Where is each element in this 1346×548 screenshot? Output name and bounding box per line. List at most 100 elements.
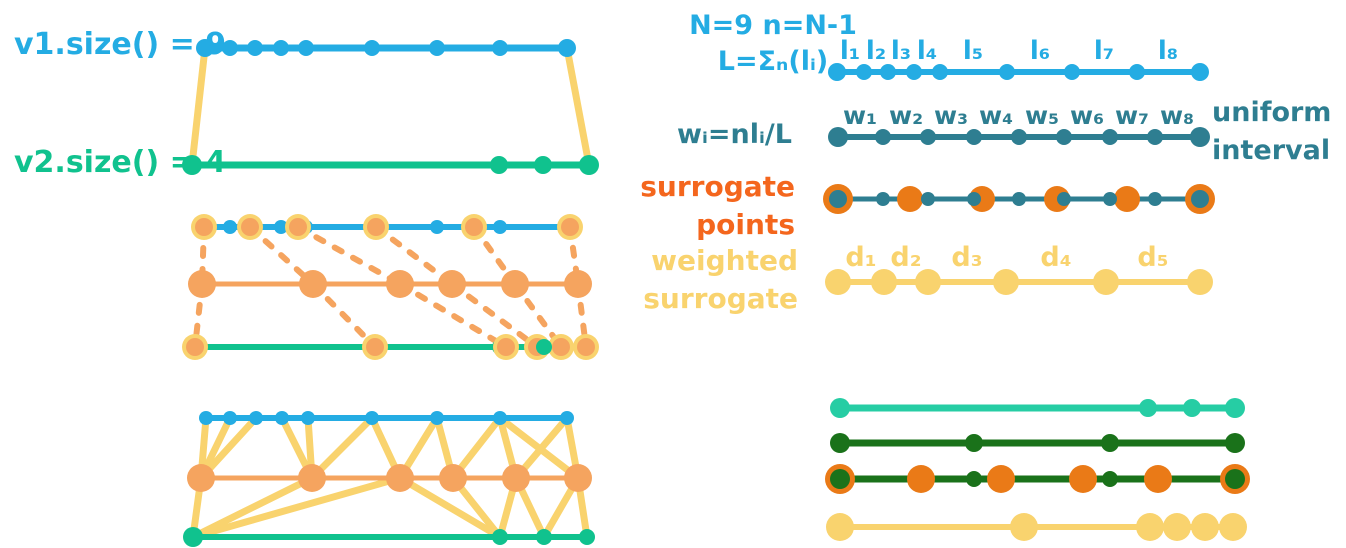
diagram-dot	[1187, 269, 1213, 295]
surrogate-points-label-line2: points	[696, 208, 795, 241]
diagram-dot	[1183, 399, 1201, 417]
diagram-dot	[298, 40, 314, 56]
diagram-dot	[536, 339, 552, 355]
diagram-dot	[561, 218, 579, 236]
weight-label: w₃	[934, 101, 968, 130]
diagram-dot	[1101, 434, 1119, 452]
diagram-dot	[273, 40, 289, 56]
diagram-dot	[564, 270, 592, 298]
diagram-dot	[301, 411, 315, 425]
interval-label: l₃	[891, 36, 911, 66]
diagram-dot	[965, 434, 983, 452]
diagram-dot	[195, 218, 213, 236]
diagram-dot	[223, 411, 237, 425]
diagram-dot	[579, 529, 595, 545]
diagram-dot	[199, 411, 213, 425]
weighted-surrogate-label-line2: surrogate	[643, 282, 798, 315]
diagram-dot	[430, 220, 444, 234]
diagram-dot	[1102, 471, 1118, 487]
interval-label: l₁	[840, 36, 860, 66]
interval-label: l₇	[1094, 36, 1114, 66]
diagram-dot	[501, 270, 529, 298]
diagram-dot	[493, 411, 507, 425]
diagram-dot	[439, 464, 467, 492]
diagram-dot	[987, 465, 1015, 493]
diagram-dot	[492, 529, 508, 545]
diagram-dot	[1093, 269, 1119, 295]
v2-size-label: v2.size() = 4	[14, 145, 227, 180]
diagram-dot	[920, 129, 936, 145]
weight-label: w₁	[843, 101, 877, 130]
diagram-dot	[1057, 192, 1071, 206]
diagram-dot	[579, 155, 599, 175]
diagram-dot	[493, 220, 507, 234]
weight-label: w₇	[1115, 101, 1149, 130]
diagram-dot	[386, 270, 414, 298]
diagram-dot	[196, 39, 214, 57]
diagram-dot	[490, 156, 508, 174]
distance-label: d₅	[1137, 242, 1168, 273]
interval-label: l₈	[1158, 36, 1178, 66]
diagram-dot	[828, 127, 848, 147]
diagram-dot	[1190, 127, 1210, 147]
diagram-line	[396, 474, 504, 541]
diagram-dot	[932, 64, 948, 80]
weight-label: w₈	[1160, 101, 1194, 130]
diagram-dot	[497, 338, 515, 356]
distance-label: d₂	[890, 242, 921, 273]
diagram-dot	[560, 411, 574, 425]
diagram-dot	[289, 218, 307, 236]
diagram-line	[308, 414, 376, 482]
diagram-dot	[223, 220, 237, 234]
diagram-dot	[183, 527, 203, 547]
uniform-label-line2: interval	[1212, 135, 1331, 166]
diagram-dot	[1136, 513, 1164, 541]
diagram-line	[189, 474, 404, 541]
weighted-surrogate-label-line1: weighted	[651, 244, 798, 277]
correspondence-dashed-line	[512, 281, 564, 350]
diagram-dot	[430, 411, 444, 425]
diagram-dot	[1191, 190, 1209, 208]
diagram-dot	[906, 64, 922, 80]
diagram-dot	[1010, 513, 1038, 541]
diagram-dot	[1148, 192, 1162, 206]
correspondence-dashed-line	[373, 224, 455, 287]
diagram-dot	[829, 190, 847, 208]
diagram-dot	[564, 464, 592, 492]
diagram-dot	[856, 64, 872, 80]
diagram-dot	[875, 129, 891, 145]
correspondence-dashed-line	[449, 281, 540, 350]
diagram-dot	[1103, 192, 1117, 206]
diagram-dot	[247, 40, 263, 56]
diagram-dot	[438, 270, 466, 298]
diagram-dot	[897, 186, 923, 212]
weight-label: w₅	[1025, 101, 1059, 130]
diagram-line	[188, 44, 209, 169]
diagram-dot	[1012, 192, 1026, 206]
diagram-dot	[871, 269, 897, 295]
diagram-dot	[1147, 129, 1163, 145]
diagram-dot	[182, 155, 202, 175]
diagram-dot	[367, 218, 385, 236]
length-sum-label: L=Σₙ(lᵢ)	[717, 46, 829, 77]
diagram-dot	[966, 471, 982, 487]
diagram-dot	[1219, 513, 1247, 541]
diagram-dot	[274, 220, 288, 234]
diagram-dot	[577, 338, 595, 356]
diagram-dot	[366, 338, 384, 356]
diagram-dot	[999, 64, 1015, 80]
interval-label: l₆	[1030, 36, 1050, 66]
diagram-line	[189, 474, 316, 541]
correspondence-dashed-line	[295, 224, 403, 287]
diagram-dot	[1069, 465, 1097, 493]
diagram-dot	[249, 411, 263, 425]
diagram-dot	[1114, 186, 1140, 212]
diagram-dot	[1064, 64, 1080, 80]
diagram-dot	[1011, 129, 1027, 145]
diagram-dot	[275, 411, 289, 425]
surrogate-points-label-line1: surrogate	[640, 170, 795, 203]
diagram-dot	[1139, 399, 1157, 417]
distance-label: d₁	[845, 242, 876, 273]
